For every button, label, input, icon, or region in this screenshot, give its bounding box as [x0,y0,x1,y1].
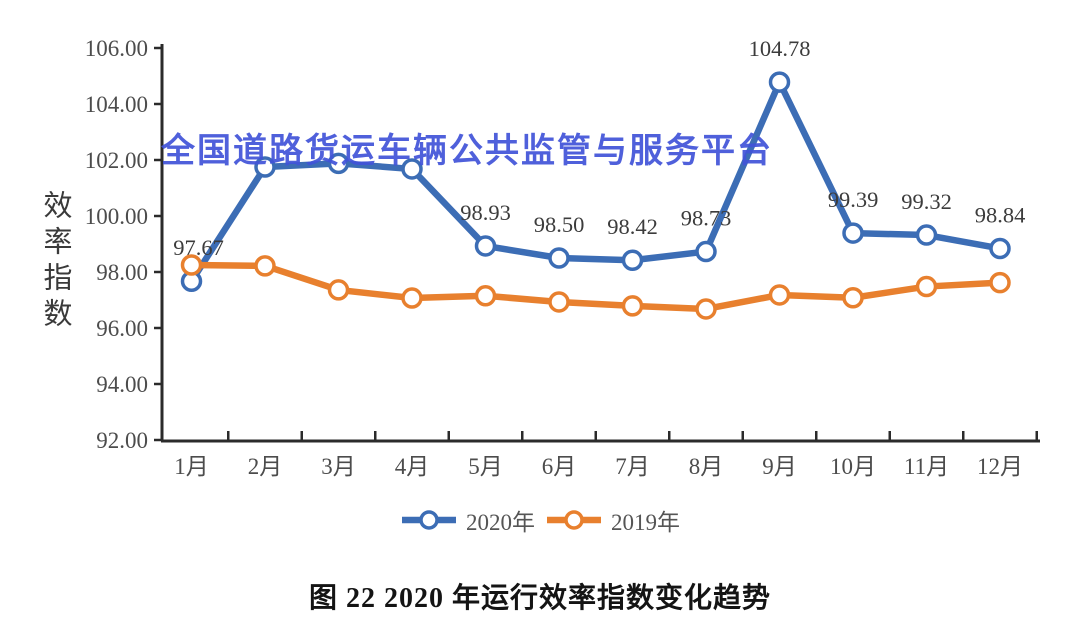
x-axis-tick-label: 3月 [321,454,356,479]
data-point [254,156,276,178]
data-point [474,285,497,307]
data-point [548,291,570,313]
data-point-label: 104.78 [749,36,811,61]
legend-item-2020: 2020年 [400,503,535,537]
x-axis-tick-label: 1月 [174,454,209,479]
figure-caption: 图 22 2020 年运行效率指数变化趋势 [308,583,771,614]
data-point [401,287,423,309]
data-point-label: 98.93 [460,200,511,225]
legend-item-2019: 2019年 [545,503,680,537]
x-axis-tick-label: 4月 [395,454,430,479]
data-point [401,158,423,180]
data-point [695,240,717,263]
data-point [695,298,717,320]
legend-marker-2019-icon [547,510,601,530]
data-point [327,152,350,175]
data-point-label: 98.73 [681,206,732,231]
data-point [621,295,644,317]
y-axis-title: 效率指数 [39,190,71,334]
x-axis-tick-label: 2月 [248,454,283,479]
data-point-label: 98.84 [975,202,1026,227]
chart-legend: 2020年 2019年 [0,503,1080,537]
x-axis-tick-label: 5月 [468,454,503,479]
data-point-label: 97.67 [173,235,224,260]
series-line-2019年 [188,261,1004,313]
data-point [327,279,350,301]
series-line-2020年 [188,78,1004,285]
x-axis-tick-label: 8月 [689,454,724,479]
y-axis-tick-label: 106.00 [85,36,148,61]
y-axis-tick-label: 102.00 [85,148,148,173]
data-point [915,275,938,298]
y-axis-tick-label: 100.00 [85,204,148,229]
x-axis-tick-label: 7月 [615,454,650,479]
watermark-text: 全国道路货运车辆公共监管与服务平台 [161,132,773,170]
data-point [621,249,644,271]
data-point [768,284,791,306]
y-axis-tick-label: 104.00 [85,92,148,117]
y-axis-tick-label: 96.00 [96,316,148,341]
data-point [254,255,276,277]
data-point [915,224,938,246]
legend-marker-2020-icon [402,510,456,530]
y-axis-tick-label: 94.00 [96,372,148,397]
data-point [989,271,1011,294]
legend-label-2019: 2019年 [611,510,680,535]
data-point [548,247,570,269]
data-point [842,222,864,244]
line-chart: 92.00 94.00 96.00 98.00 100.00 102.00 104.00 10… [85,36,1040,479]
data-point-label: 98.42 [607,214,658,239]
x-axis-tick-label: 6月 [542,454,577,479]
x-axis-tick-label: 9月 [762,454,797,479]
x-axis-tick-label: 11月 [904,454,949,479]
legend-label-2020: 2020年 [466,510,535,535]
data-point [768,71,791,93]
data-point-label: 99.32 [901,189,952,214]
data-point [180,254,203,276]
data-point-label: 98.50 [534,212,585,237]
x-axis-tick-label: 12月 [977,454,1023,479]
y-axis-tick-label: 92.00 [96,428,148,453]
data-point [989,237,1011,260]
data-point [474,235,497,257]
y-axis-tick-label: 98.00 [96,260,148,285]
data-point [842,287,864,309]
x-axis-tick-label: 10月 [830,454,876,479]
data-point-label: 99.39 [828,187,879,212]
